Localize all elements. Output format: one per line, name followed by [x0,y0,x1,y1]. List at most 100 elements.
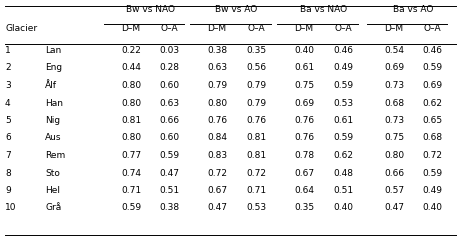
Text: 0.80: 0.80 [121,98,141,108]
Text: 0.79: 0.79 [246,81,266,90]
Text: Ba vs AO: Ba vs AO [393,5,433,14]
Text: 10: 10 [5,204,17,212]
Text: 0.75: 0.75 [294,81,314,90]
Text: 0.59: 0.59 [333,133,353,143]
Text: 0.76: 0.76 [207,116,227,125]
Text: 0.72: 0.72 [207,168,227,178]
Text: 0.68: 0.68 [384,98,404,108]
Text: D–M: D–M [121,24,141,33]
Text: 0.68: 0.68 [422,133,442,143]
Text: 3: 3 [5,81,11,90]
Text: Eng: Eng [45,64,62,72]
Text: 0.62: 0.62 [333,151,353,160]
Text: 0.66: 0.66 [159,116,179,125]
Text: Han: Han [45,98,63,108]
Text: 0.81: 0.81 [246,133,266,143]
Text: 0.63: 0.63 [159,98,179,108]
Text: Grå: Grå [45,204,61,212]
Text: 0.35: 0.35 [294,204,314,212]
Text: 0.38: 0.38 [207,46,227,55]
Text: 0.53: 0.53 [246,204,266,212]
Text: 0.40: 0.40 [294,46,314,55]
Text: 0.59: 0.59 [333,81,353,90]
Text: 5: 5 [5,116,11,125]
Text: 0.69: 0.69 [384,64,404,72]
Text: 0.61: 0.61 [294,64,314,72]
Text: 0.35: 0.35 [246,46,266,55]
Text: 0.63: 0.63 [207,64,227,72]
Text: O–A: O–A [247,24,265,33]
Text: 0.65: 0.65 [422,116,442,125]
Text: 0.44: 0.44 [121,64,141,72]
Text: 0.79: 0.79 [207,81,227,90]
Text: 0.69: 0.69 [422,81,442,90]
Text: 0.60: 0.60 [159,81,179,90]
Text: 7: 7 [5,151,11,160]
Text: D–M: D–M [295,24,313,33]
Text: D–M: D–M [207,24,226,33]
Text: 0.51: 0.51 [333,186,353,195]
Text: 0.54: 0.54 [384,46,404,55]
Text: 0.80: 0.80 [121,81,141,90]
Text: Aus: Aus [45,133,61,143]
Text: Rem: Rem [45,151,65,160]
Text: 0.69: 0.69 [294,98,314,108]
Text: 0.48: 0.48 [333,168,353,178]
Text: 0.80: 0.80 [121,133,141,143]
Text: 6: 6 [5,133,11,143]
Text: Lan: Lan [45,46,61,55]
Text: 0.03: 0.03 [159,46,179,55]
Text: 1: 1 [5,46,11,55]
Text: 0.73: 0.73 [384,116,404,125]
Text: 0.40: 0.40 [333,204,353,212]
Text: O–A: O–A [160,24,178,33]
Text: Bw vs NAO: Bw vs NAO [125,5,175,14]
Text: 0.74: 0.74 [121,168,141,178]
Text: 0.57: 0.57 [384,186,404,195]
Text: 2: 2 [5,64,11,72]
Text: 0.59: 0.59 [121,204,141,212]
Text: 0.59: 0.59 [422,168,442,178]
Text: 0.78: 0.78 [294,151,314,160]
Text: D–M: D–M [384,24,403,33]
Text: 0.61: 0.61 [333,116,353,125]
Text: 0.56: 0.56 [246,64,266,72]
Text: 0.28: 0.28 [159,64,179,72]
Text: Nig: Nig [45,116,60,125]
Text: 8: 8 [5,168,11,178]
Text: 0.71: 0.71 [121,186,141,195]
Text: 0.46: 0.46 [422,46,442,55]
Text: 0.67: 0.67 [294,168,314,178]
Text: 0.66: 0.66 [384,168,404,178]
Text: 0.76: 0.76 [246,116,266,125]
Text: 0.71: 0.71 [246,186,266,195]
Text: 0.76: 0.76 [294,133,314,143]
Text: 0.72: 0.72 [422,151,442,160]
Text: 9: 9 [5,186,11,195]
Text: 0.81: 0.81 [246,151,266,160]
Text: 0.67: 0.67 [207,186,227,195]
Text: 0.22: 0.22 [121,46,141,55]
Text: Sto: Sto [45,168,60,178]
Text: 0.47: 0.47 [384,204,404,212]
Text: 4: 4 [5,98,11,108]
Text: 0.80: 0.80 [207,98,227,108]
Text: 0.62: 0.62 [422,98,442,108]
Text: 0.59: 0.59 [422,64,442,72]
Text: 0.76: 0.76 [294,116,314,125]
Text: 0.47: 0.47 [159,168,179,178]
Text: 0.40: 0.40 [422,204,442,212]
Text: 0.53: 0.53 [333,98,353,108]
Text: Ålf: Ålf [45,81,57,90]
Text: Bw vs AO: Bw vs AO [215,5,258,14]
Text: 0.72: 0.72 [246,168,266,178]
Text: 0.49: 0.49 [333,64,353,72]
Text: 0.64: 0.64 [294,186,314,195]
Text: 0.81: 0.81 [121,116,141,125]
Text: 0.38: 0.38 [159,204,179,212]
Text: O–A: O–A [423,24,441,33]
Text: 0.47: 0.47 [207,204,227,212]
Text: 0.60: 0.60 [159,133,179,143]
Text: Hel: Hel [45,186,60,195]
Text: Ba vs NAO: Ba vs NAO [300,5,347,14]
